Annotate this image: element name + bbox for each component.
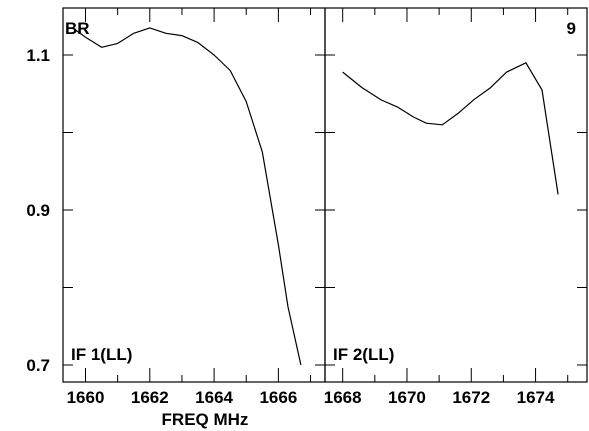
source-label: BR bbox=[65, 19, 90, 38]
x-axis-label: FREQ MHz bbox=[162, 410, 249, 429]
x-tick-label: 1666 bbox=[259, 388, 297, 407]
data-curve bbox=[342, 62, 559, 195]
y-tick-label: 1.1 bbox=[26, 46, 50, 65]
panel-number: 9 bbox=[567, 19, 576, 38]
x-tick-label: 1664 bbox=[195, 388, 233, 407]
x-tick-label: 1672 bbox=[452, 388, 490, 407]
data-curve bbox=[72, 27, 302, 366]
panel-label: IF 1(LL) bbox=[71, 345, 132, 364]
x-tick-label: 1670 bbox=[388, 388, 426, 407]
y-tick-label: 0.9 bbox=[26, 201, 50, 220]
x-tick-label: 1662 bbox=[131, 388, 169, 407]
x-tick-label: 1668 bbox=[324, 388, 362, 407]
panel-frame bbox=[62, 7, 326, 383]
x-tick-label: 1660 bbox=[67, 388, 105, 407]
y-tick-label: 0.7 bbox=[26, 356, 50, 375]
panel-label: IF 2(LL) bbox=[333, 345, 394, 364]
panel-frame bbox=[324, 7, 588, 383]
x-tick-label: 1674 bbox=[517, 388, 555, 407]
